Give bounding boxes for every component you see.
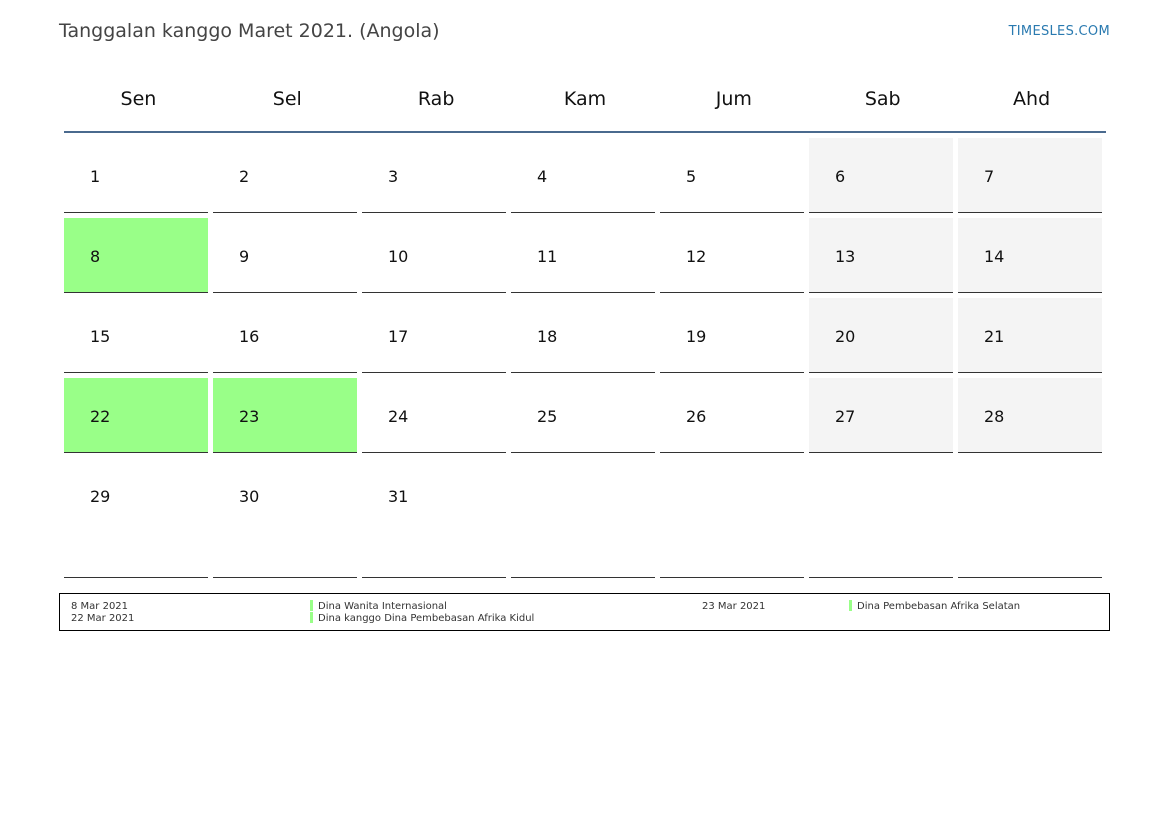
day-number: 11 bbox=[537, 247, 558, 266]
day-cell: 30 bbox=[213, 458, 357, 578]
day-cell: 31 bbox=[362, 458, 506, 578]
day-cell-weekend: 21 bbox=[958, 298, 1102, 373]
day-number: 10 bbox=[388, 247, 409, 266]
day-number: 14 bbox=[984, 247, 1005, 266]
day-number: 27 bbox=[835, 407, 856, 426]
week-row-2: 8 9 10 11 12 13 14 bbox=[64, 218, 1106, 293]
day-number: 4 bbox=[537, 167, 548, 186]
holiday-date: 23 Mar 2021 bbox=[702, 601, 766, 612]
holiday-name: Dina Pembebasan Afrika Selatan bbox=[857, 601, 1021, 612]
day-grid: 1 2 3 4 5 6 7 8 9 10 11 12 13 14 15 16 1… bbox=[64, 138, 1106, 578]
day-number: 7 bbox=[984, 167, 995, 186]
day-cell-holiday: 22 bbox=[64, 378, 208, 453]
day-cell: 11 bbox=[511, 218, 655, 293]
day-cell: 3 bbox=[362, 138, 506, 213]
holiday-date: 8 Mar 2021 bbox=[71, 601, 129, 612]
holiday-name: Dina Wanita Internasional bbox=[318, 601, 447, 612]
day-cell-empty bbox=[958, 458, 1102, 578]
week-row-3: 15 16 17 18 19 20 21 bbox=[64, 298, 1106, 373]
weekday-wednesday: Rab bbox=[417, 88, 455, 110]
site-link[interactable]: TIMESLES.COM bbox=[1008, 24, 1110, 39]
holiday-color-marker bbox=[310, 612, 313, 623]
day-cell-holiday: 23 bbox=[213, 378, 357, 453]
day-cell: 4 bbox=[511, 138, 655, 213]
week-row-4: 22 23 24 25 26 27 28 bbox=[64, 378, 1106, 453]
day-number: 31 bbox=[388, 487, 409, 506]
weekday-tuesday: Sel bbox=[272, 88, 302, 110]
day-cell: 15 bbox=[64, 298, 208, 373]
holiday-color-marker bbox=[849, 600, 852, 611]
day-number: 21 bbox=[984, 327, 1005, 346]
day-cell: 19 bbox=[660, 298, 804, 373]
day-cell: 26 bbox=[660, 378, 804, 453]
day-cell-weekend: 20 bbox=[809, 298, 953, 373]
day-number: 18 bbox=[537, 327, 558, 346]
day-number: 28 bbox=[984, 407, 1005, 426]
day-cell: 16 bbox=[213, 298, 357, 373]
week-row-1: 1 2 3 4 5 6 7 bbox=[64, 138, 1106, 213]
weekday-saturday: Sab bbox=[864, 88, 901, 110]
day-cell: 25 bbox=[511, 378, 655, 453]
day-number: 24 bbox=[388, 407, 409, 426]
day-number: 20 bbox=[835, 327, 856, 346]
weekday-monday: Sen bbox=[120, 88, 157, 110]
day-cell: 9 bbox=[213, 218, 357, 293]
holiday-name: Dina kanggo Dina Pembebasan Afrika Kidul bbox=[318, 613, 535, 624]
day-cell: 2 bbox=[213, 138, 357, 213]
day-cell: 12 bbox=[660, 218, 804, 293]
day-number: 9 bbox=[239, 247, 250, 266]
weekday-thursday: Kam bbox=[563, 88, 607, 110]
day-cell: 24 bbox=[362, 378, 506, 453]
day-number: 25 bbox=[537, 407, 558, 426]
day-number: 19 bbox=[686, 327, 707, 346]
day-cell: 5 bbox=[660, 138, 804, 213]
holiday-legend: 8 Mar 2021 Dina Wanita Internasional 22 … bbox=[59, 593, 1110, 631]
day-number: 2 bbox=[239, 167, 250, 186]
day-cell-weekend: 6 bbox=[809, 138, 953, 213]
day-cell-weekend: 14 bbox=[958, 218, 1102, 293]
day-cell-weekend: 13 bbox=[809, 218, 953, 293]
day-number: 30 bbox=[239, 487, 260, 506]
calendar-title: Tanggalan kanggo Maret 2021. (Angola) bbox=[59, 20, 440, 42]
day-number: 13 bbox=[835, 247, 856, 266]
day-cell-weekend: 27 bbox=[809, 378, 953, 453]
day-number: 29 bbox=[90, 487, 111, 506]
day-number: 5 bbox=[686, 167, 697, 186]
day-cell-weekend: 28 bbox=[958, 378, 1102, 453]
holiday-date: 22 Mar 2021 bbox=[71, 613, 135, 624]
day-number: 6 bbox=[835, 167, 846, 186]
day-number: 22 bbox=[90, 407, 111, 426]
day-number: 3 bbox=[388, 167, 399, 186]
day-number: 17 bbox=[388, 327, 409, 346]
day-number: 23 bbox=[239, 407, 260, 426]
day-cell-empty bbox=[511, 458, 655, 578]
day-number: 8 bbox=[90, 247, 101, 266]
day-cell: 17 bbox=[362, 298, 506, 373]
day-cell-weekend: 7 bbox=[958, 138, 1102, 213]
day-number: 15 bbox=[90, 327, 111, 346]
day-number: 16 bbox=[239, 327, 260, 346]
day-cell-empty bbox=[809, 458, 953, 578]
day-number: 12 bbox=[686, 247, 707, 266]
day-cell: 10 bbox=[362, 218, 506, 293]
day-number: 1 bbox=[90, 167, 101, 186]
holiday-color-marker bbox=[310, 600, 313, 611]
weekday-sunday: Ahd bbox=[1013, 88, 1051, 110]
day-cell-holiday: 8 bbox=[64, 218, 208, 293]
week-row-5: 29 30 31 bbox=[64, 458, 1106, 578]
day-cell: 29 bbox=[64, 458, 208, 578]
calendar-grid: Sen Sel Rab Kam Jum Sab Ahd 1 2 3 4 5 6 … bbox=[64, 80, 1106, 583]
day-cell: 18 bbox=[511, 298, 655, 373]
day-number: 26 bbox=[686, 407, 707, 426]
weekday-friday: Jum bbox=[715, 88, 752, 110]
day-cell: 1 bbox=[64, 138, 208, 213]
weekday-header-row: Sen Sel Rab Kam Jum Sab Ahd bbox=[64, 80, 1106, 133]
day-cell-empty bbox=[660, 458, 804, 578]
